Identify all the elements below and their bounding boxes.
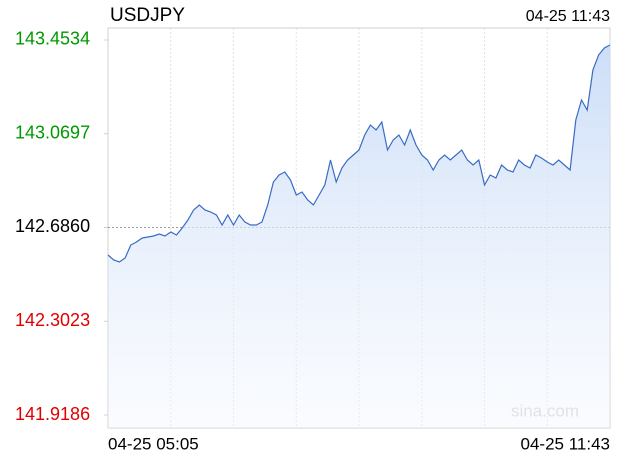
y-tick-label: 143.4534 <box>15 29 90 49</box>
y-tick-label: 141.9186 <box>15 404 90 424</box>
line <box>107 44 611 263</box>
y-tick-label: 142.6860 <box>15 216 90 236</box>
x-tick-label: 04-25 05:05 <box>108 434 199 453</box>
x-tick-label: 04-25 11:43 <box>521 434 610 453</box>
timestamp: 04-25 11:43 <box>526 8 610 25</box>
chart-title: USDJPY <box>110 5 185 26</box>
y-tick-label: 143.0697 <box>15 122 90 142</box>
y-tick-label: 142.3023 <box>15 310 90 330</box>
area <box>108 45 610 428</box>
